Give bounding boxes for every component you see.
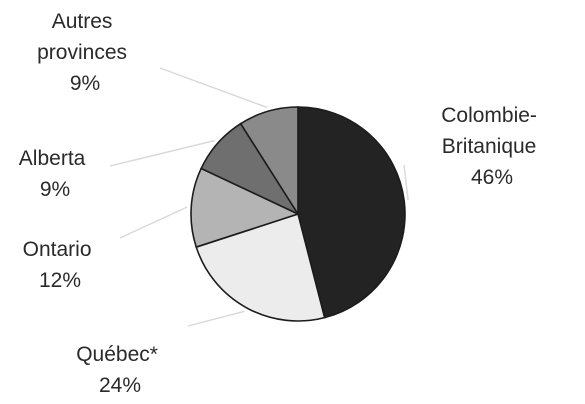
label-colombie-britanique: Colombie- Britanique 46% (441, 104, 543, 189)
slice-labels: Colombie- Britanique 46% Québec* 24% Ont… (19, 10, 543, 397)
leader-line-colombie-britanique (403, 164, 409, 201)
pie-slice-colombie-britanique (297, 106, 406, 319)
label-alberta: Alberta 9% (19, 147, 91, 201)
value-alberta: 9% (40, 178, 70, 201)
leader-line-autres-provinces (159, 67, 268, 109)
pie-slice-autres-provinces (239, 106, 299, 217)
label-quebec: Québec* 24% (76, 343, 164, 397)
leader-line-alberta (109, 139, 215, 167)
value-quebec: 24% (99, 374, 141, 397)
value-autres-provinces: 9% (70, 72, 100, 95)
pie-slice-quebec (195, 212, 326, 322)
value-colombie-britanique: 46% (471, 166, 513, 189)
label-ontario: Ontario 12% (23, 238, 98, 292)
leader-line-ontario (119, 206, 188, 239)
leader-lines (109, 67, 409, 327)
pie-slices (190, 106, 406, 322)
pie-slice-ontario (190, 167, 301, 249)
label-autres-provinces: Autres provinces 9% (37, 10, 133, 95)
leader-line-quebec (187, 310, 245, 327)
value-ontario: 12% (39, 269, 81, 292)
